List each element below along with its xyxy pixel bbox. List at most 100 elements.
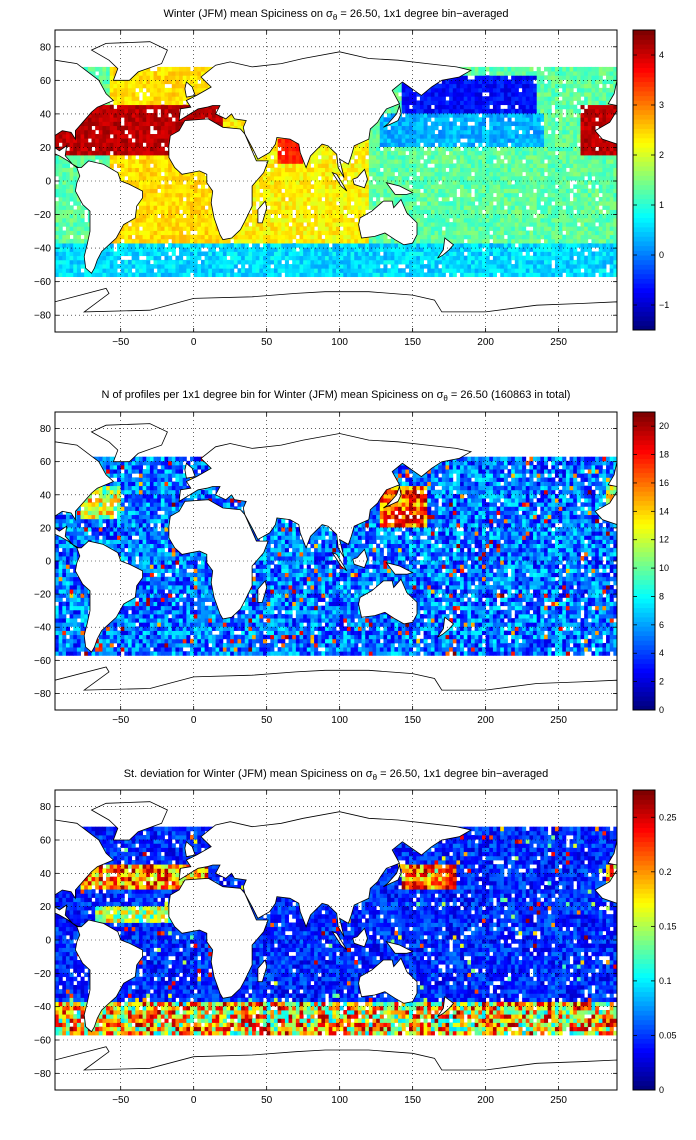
heatmap-cell xyxy=(339,243,344,248)
heatmap-cell xyxy=(492,196,497,202)
heatmap-cell xyxy=(540,209,545,215)
heatmap-cell xyxy=(471,180,476,185)
heatmap-cell xyxy=(591,150,596,156)
heatmap-cell xyxy=(576,259,581,265)
heatmap-cell xyxy=(463,188,468,194)
heatmap-cell xyxy=(427,213,432,219)
heatmap-cell xyxy=(544,150,549,156)
heatmap-cell xyxy=(219,268,224,273)
heatmap-cell xyxy=(460,251,465,257)
heatmap-cell xyxy=(306,217,311,223)
heatmap-cell xyxy=(339,196,344,202)
heatmap-cell xyxy=(554,213,560,219)
heatmap-cell xyxy=(270,171,275,177)
heatmap-cell xyxy=(460,201,465,206)
heatmap-cell xyxy=(310,243,315,248)
heatmap-cell xyxy=(317,230,322,236)
heatmap-cell xyxy=(135,222,140,227)
heatmap-cell xyxy=(325,226,330,231)
heatmap-cell xyxy=(485,201,490,206)
heatmap-cell xyxy=(460,268,465,273)
heatmap-cell xyxy=(62,230,67,236)
heatmap-cell xyxy=(317,146,322,152)
heatmap-cell xyxy=(434,209,439,215)
heatmap-cell xyxy=(478,264,483,269)
heatmap-cell xyxy=(186,196,191,202)
heatmap-cell xyxy=(379,171,384,177)
heatmap-cell xyxy=(456,180,461,185)
heatmap-cell xyxy=(372,234,377,240)
heatmap-cell xyxy=(463,226,468,231)
heatmap-cell xyxy=(485,264,490,269)
heatmap-cell xyxy=(573,264,578,269)
heatmap-cell xyxy=(281,175,286,181)
heatmap-cell xyxy=(106,268,111,273)
heatmap-cell xyxy=(481,167,487,173)
heatmap-cell xyxy=(263,264,268,269)
heatmap-cell xyxy=(401,159,406,164)
heatmap-cell xyxy=(142,209,147,215)
heatmap-cell xyxy=(69,196,74,202)
heatmap-cell xyxy=(343,163,348,168)
heatmap-cell xyxy=(200,251,206,257)
heatmap-cell xyxy=(171,217,176,223)
heatmap-cell xyxy=(547,196,552,202)
heatmap-cell xyxy=(138,129,143,135)
heatmap-cell xyxy=(452,192,457,198)
heatmap-cell xyxy=(193,171,198,177)
heatmap-cell xyxy=(441,159,446,164)
heatmap-cell xyxy=(153,175,158,181)
heatmap-cell xyxy=(354,243,359,248)
heatmap-cell xyxy=(175,264,180,269)
heatmap-cell xyxy=(325,209,330,215)
heatmap-cell xyxy=(474,138,479,143)
heatmap-cell xyxy=(551,255,556,261)
heatmap-cell xyxy=(405,146,410,152)
heatmap-cell xyxy=(273,217,279,223)
heatmap-cell xyxy=(179,222,184,227)
heatmap-cell xyxy=(69,238,74,244)
heatmap-cell xyxy=(368,264,373,269)
heatmap-cell xyxy=(587,188,592,194)
heatmap-cell xyxy=(365,247,370,252)
heatmap-cell xyxy=(394,134,399,139)
heatmap-cell xyxy=(503,238,508,244)
heatmap-cell xyxy=(182,222,187,227)
heatmap-cell xyxy=(408,264,414,269)
heatmap-cell xyxy=(481,171,487,177)
heatmap-cell xyxy=(328,264,333,269)
heatmap-cell xyxy=(558,163,563,168)
heatmap-cell xyxy=(109,247,114,252)
heatmap-cell xyxy=(303,209,308,215)
heatmap-cell xyxy=(416,234,421,240)
heatmap-cell xyxy=(544,251,549,257)
heatmap-cell xyxy=(244,268,249,273)
heatmap-cell xyxy=(273,188,279,194)
heatmap-cell xyxy=(412,196,417,202)
heatmap-cell xyxy=(591,138,596,143)
heatmap-cell xyxy=(142,180,147,185)
heatmap-cell xyxy=(76,142,81,148)
heatmap-cell xyxy=(284,222,289,227)
heatmap-cell xyxy=(277,243,282,248)
heatmap-cell xyxy=(525,259,530,265)
heatmap-cell xyxy=(496,167,501,173)
heatmap-cell xyxy=(303,272,308,278)
heatmap-cell xyxy=(398,142,403,148)
heatmap-cell xyxy=(434,163,439,168)
heatmap-cell xyxy=(365,268,370,273)
heatmap-cell xyxy=(452,272,457,278)
heatmap-cell xyxy=(361,150,366,156)
heatmap-cell xyxy=(157,167,162,173)
heatmap-cell xyxy=(160,259,165,265)
heatmap-cell xyxy=(419,272,424,278)
heatmap-cell xyxy=(65,268,70,273)
heatmap-cell xyxy=(138,272,143,278)
heatmap-cell xyxy=(379,150,384,156)
heatmap-cell xyxy=(197,230,202,236)
heatmap-cell xyxy=(87,154,92,160)
heatmap-cell xyxy=(438,217,443,223)
heatmap-cell xyxy=(80,134,85,139)
heatmap-cell xyxy=(109,138,114,143)
heatmap-cell xyxy=(467,222,472,227)
